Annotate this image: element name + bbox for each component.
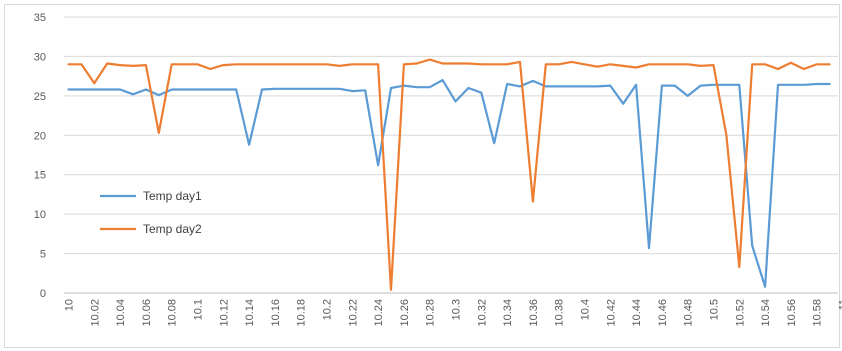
- x-tick-label: 10.24: [373, 299, 385, 327]
- x-tick-label: 10.56: [786, 299, 798, 327]
- x-tick-label: 10.02: [89, 299, 101, 327]
- x-tick-label: 11: [838, 299, 842, 310]
- x-tick-label: 10.04: [115, 299, 127, 327]
- x-tick-label: 10.42: [605, 299, 617, 327]
- y-tick-label: 30: [34, 51, 46, 63]
- legend-label: Temp day1: [143, 189, 202, 203]
- y-tick-label: 5: [40, 249, 46, 261]
- x-tick-label: 10.34: [502, 299, 514, 327]
- x-tick-label: 10.08: [167, 299, 179, 327]
- x-tick-label: 10.26: [399, 299, 411, 327]
- series-line: [67, 58, 831, 291]
- x-tick-label: 10.36: [528, 299, 540, 327]
- x-tick-label: 10.46: [657, 299, 669, 327]
- y-tick-label: 20: [34, 130, 46, 142]
- y-tick-label: 10: [34, 209, 46, 221]
- y-tick-label: 35: [34, 12, 46, 24]
- x-tick-label: 10.48: [683, 299, 695, 327]
- x-tick-label: 10.38: [554, 299, 566, 327]
- series-line: [67, 78, 831, 288]
- x-tick-label: 10: [64, 299, 76, 311]
- x-tick-label: 10.22: [347, 299, 359, 327]
- x-tick-label: 10.44: [631, 299, 643, 327]
- y-tick-label: 15: [34, 170, 46, 182]
- x-tick-label: 10.5: [709, 299, 721, 320]
- x-tick-label: 10.16: [270, 299, 282, 327]
- x-tick-label: 10.58: [812, 299, 824, 327]
- y-tick-label: 0: [40, 288, 46, 300]
- x-tick-label: 10.32: [476, 299, 488, 327]
- x-tick-label: 10.2: [322, 299, 334, 320]
- x-tick-label: 10.52: [734, 299, 746, 327]
- x-tick-label: 10.12: [218, 299, 230, 327]
- x-tick-label: 10.14: [244, 299, 256, 327]
- x-tick-label: 10.4: [580, 299, 592, 320]
- x-tick-label: 10.28: [425, 299, 437, 327]
- x-tick-label: 10.06: [141, 299, 153, 327]
- legend-label: Temp day2: [143, 222, 202, 236]
- x-tick-label: 10.3: [451, 299, 463, 320]
- x-tick-label: 10.54: [760, 299, 772, 327]
- x-tick-label: 10.1: [193, 299, 205, 320]
- y-tick-label: 25: [34, 91, 46, 103]
- x-tick-label: 10.18: [296, 299, 308, 327]
